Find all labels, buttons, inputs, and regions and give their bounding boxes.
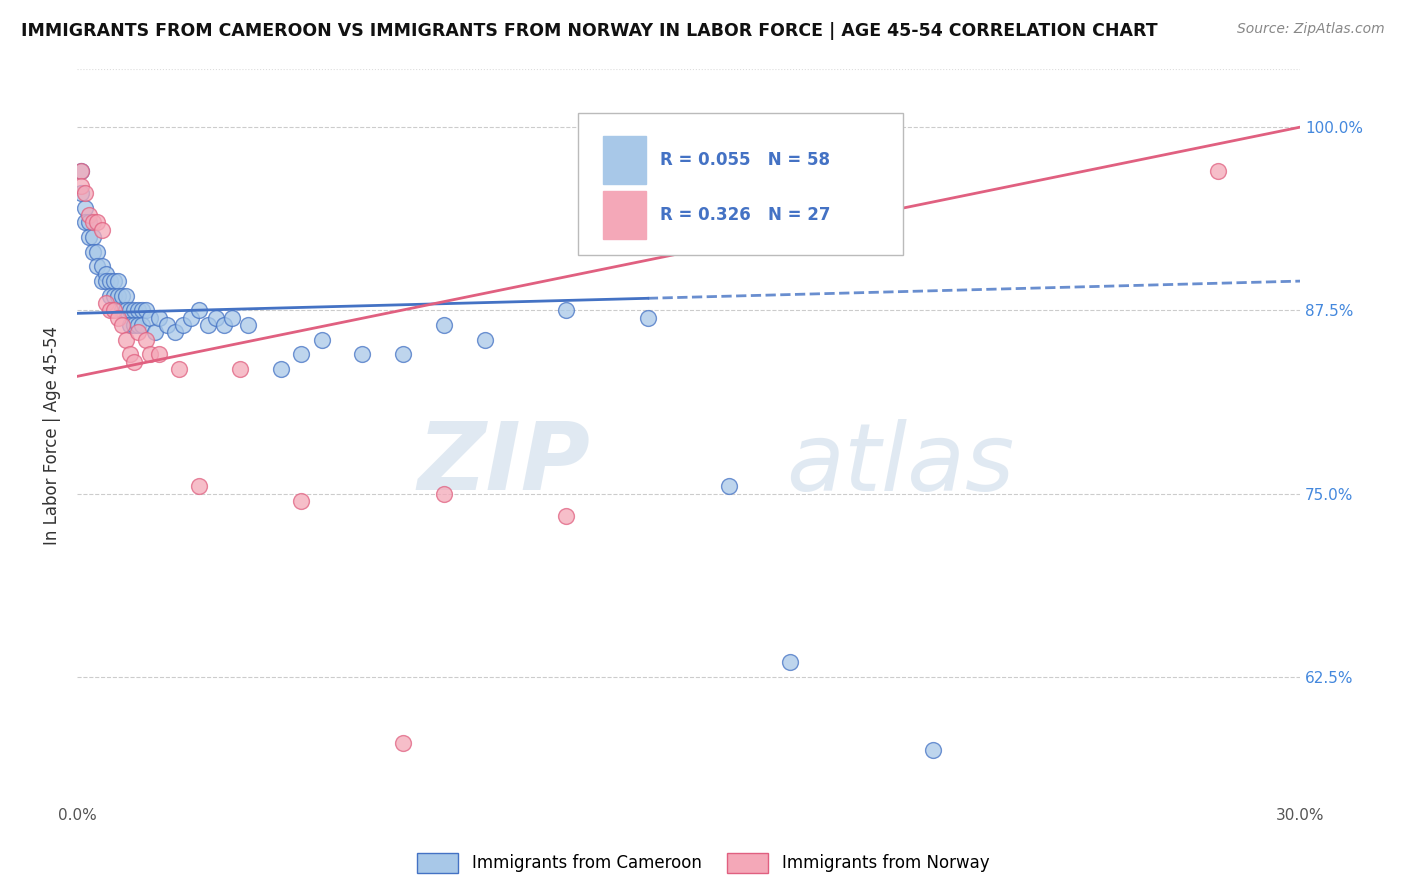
Point <box>352 347 374 361</box>
Point <box>148 347 170 361</box>
Point <box>79 208 101 222</box>
Point <box>120 303 142 318</box>
Point <box>180 310 202 325</box>
Point <box>131 303 153 318</box>
Point <box>107 289 129 303</box>
Point <box>392 736 415 750</box>
Point <box>229 362 252 376</box>
Text: atlas: atlas <box>786 419 1015 510</box>
Point <box>75 201 97 215</box>
Point <box>188 303 211 318</box>
Point <box>79 215 101 229</box>
Point <box>127 303 149 318</box>
Point <box>433 486 456 500</box>
Point <box>311 333 333 347</box>
Point <box>156 318 179 332</box>
Point <box>94 296 117 310</box>
Text: IMMIGRANTS FROM CAMEROON VS IMMIGRANTS FROM NORWAY IN LABOR FORCE | AGE 45-54 CO: IMMIGRANTS FROM CAMEROON VS IMMIGRANTS F… <box>21 22 1157 40</box>
Point <box>290 347 312 361</box>
Point <box>1208 164 1230 178</box>
Point <box>127 318 149 332</box>
Point <box>172 318 194 332</box>
Point <box>433 318 456 332</box>
Point <box>115 289 138 303</box>
Point <box>127 326 149 340</box>
Point <box>90 260 112 274</box>
Point <box>107 274 129 288</box>
Point <box>290 494 312 508</box>
Point <box>75 186 97 201</box>
Point <box>82 244 104 259</box>
Point <box>98 289 121 303</box>
Point <box>139 310 162 325</box>
Point <box>474 333 496 347</box>
Point <box>131 318 153 332</box>
Point <box>204 310 226 325</box>
Point <box>139 347 162 361</box>
Point <box>98 274 121 288</box>
Y-axis label: In Labor Force | Age 45-54: In Labor Force | Age 45-54 <box>44 326 60 544</box>
Legend: Immigrants from Cameroon, Immigrants from Norway: Immigrants from Cameroon, Immigrants fro… <box>411 847 995 880</box>
Point <box>86 260 108 274</box>
Point <box>94 274 117 288</box>
Point <box>90 223 112 237</box>
Point <box>555 508 578 523</box>
FancyBboxPatch shape <box>578 112 903 255</box>
Point <box>82 230 104 244</box>
Point <box>94 267 117 281</box>
Point <box>111 289 134 303</box>
Point <box>70 164 93 178</box>
Point <box>70 186 93 201</box>
Point <box>922 743 945 757</box>
Point <box>107 310 129 325</box>
Point <box>115 333 138 347</box>
Point <box>135 333 157 347</box>
Point <box>148 310 170 325</box>
Point <box>111 303 134 318</box>
Point <box>238 318 260 332</box>
Point <box>212 318 235 332</box>
Point <box>120 347 142 361</box>
Point <box>163 326 186 340</box>
Point <box>111 318 134 332</box>
Point <box>120 318 142 332</box>
Text: R = 0.055   N = 58: R = 0.055 N = 58 <box>661 151 831 169</box>
Point <box>135 303 157 318</box>
Point <box>555 303 578 318</box>
Point <box>197 318 219 332</box>
Point <box>79 230 101 244</box>
Point <box>75 215 97 229</box>
Text: R = 0.326   N = 27: R = 0.326 N = 27 <box>661 206 831 224</box>
Point <box>86 215 108 229</box>
Point <box>90 274 112 288</box>
Bar <box>603 136 645 184</box>
Point <box>188 479 211 493</box>
Point <box>392 347 415 361</box>
Point <box>82 215 104 229</box>
Text: ZIP: ZIP <box>418 418 591 510</box>
Point <box>637 310 659 325</box>
Point <box>718 479 741 493</box>
Bar <box>603 191 645 239</box>
Point <box>103 274 125 288</box>
Point <box>221 310 243 325</box>
Point <box>86 244 108 259</box>
Point <box>270 362 292 376</box>
Point <box>122 318 145 332</box>
Text: Source: ZipAtlas.com: Source: ZipAtlas.com <box>1237 22 1385 37</box>
Point <box>103 303 125 318</box>
Point <box>70 178 93 193</box>
Point <box>98 303 121 318</box>
Point <box>779 655 801 669</box>
Point <box>122 303 145 318</box>
Point <box>167 362 190 376</box>
Point <box>115 303 138 318</box>
Point <box>103 289 125 303</box>
Point <box>70 164 93 178</box>
Point <box>122 355 145 369</box>
Point <box>143 326 166 340</box>
